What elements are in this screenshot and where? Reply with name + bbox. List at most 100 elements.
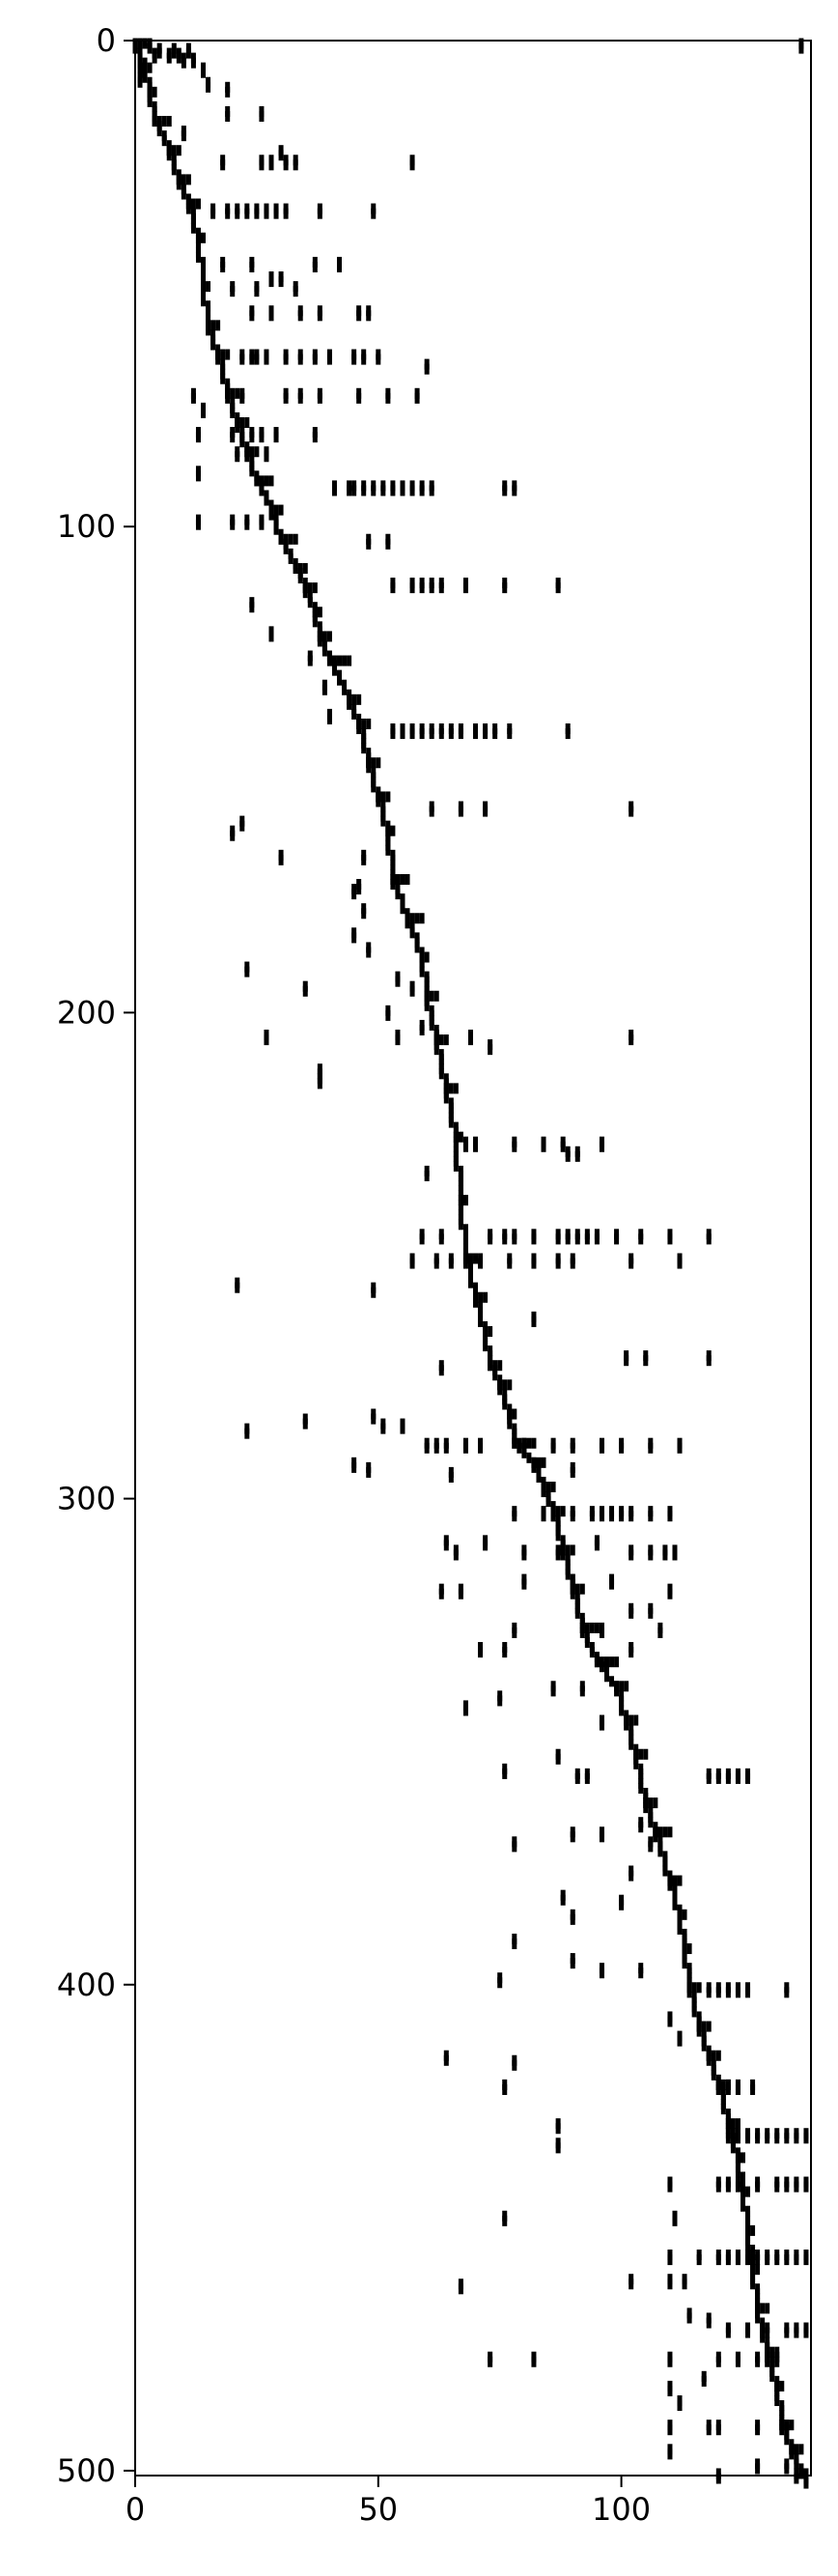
diagonal-nonzero	[526, 1452, 532, 1463]
nonzero-mark	[628, 1258, 634, 1269]
diagonal-nonzero	[798, 2444, 804, 2455]
nonzero-mark	[715, 2181, 721, 2193]
diagonal-nonzero	[380, 815, 386, 827]
diagonal-nonzero	[230, 407, 236, 418]
diagonal-nonzero	[225, 387, 231, 399]
diagonal-nonzero	[278, 533, 284, 545]
nonzero-mark	[745, 1772, 751, 1784]
nonzero-mark	[448, 728, 454, 740]
diagonal-nonzero	[653, 1826, 658, 1838]
nonzero-mark	[424, 1442, 430, 1454]
nonzero-mark	[502, 1647, 508, 1658]
nonzero-mark	[419, 485, 425, 496]
diagonal-nonzero	[662, 1865, 668, 1877]
diagonal-nonzero	[774, 2380, 780, 2392]
diagonal-nonzero	[677, 1875, 683, 1886]
nonzero-mark	[371, 1287, 377, 1298]
nonzero-mark	[438, 1588, 444, 1599]
nonzero-mark	[574, 1150, 580, 1162]
nonzero-mark	[706, 1987, 712, 1998]
nonzero-mark	[273, 208, 279, 219]
diagonal-nonzero	[438, 1034, 444, 1046]
nonzero-mark	[745, 1987, 751, 1998]
nonzero-mark	[570, 1578, 575, 1590]
nonzero-mark	[735, 2083, 740, 2095]
nonzero-mark	[774, 2254, 780, 2266]
diagonal-nonzero	[701, 2040, 707, 2052]
nonzero-mark	[244, 208, 250, 219]
nonzero-mark	[648, 1841, 654, 1853]
nonzero-mark	[531, 1233, 537, 1245]
diagonal-nonzero	[555, 1506, 561, 1517]
diagonal-nonzero	[312, 582, 318, 594]
diagonal-nonzero	[735, 2152, 740, 2164]
diagonal-nonzero	[424, 951, 430, 963]
nonzero-mark	[317, 208, 322, 219]
nonzero-mark	[419, 1024, 425, 1036]
diagonal-nonzero	[385, 825, 391, 836]
diagonal-nonzero	[667, 1826, 673, 1838]
nonzero-mark	[706, 1772, 712, 1784]
nonzero-mark	[555, 1258, 561, 1269]
diagonal-nonzero	[725, 2118, 731, 2130]
nonzero-mark	[230, 286, 236, 297]
nonzero-mark	[443, 2054, 449, 2066]
nonzero-mark	[429, 485, 434, 496]
diagonal-nonzero	[715, 2050, 721, 2061]
diagonal-nonzero	[201, 232, 206, 243]
nonzero-mark	[715, 1987, 721, 1998]
nonzero-mark	[570, 1958, 575, 1969]
diagonal-nonzero	[779, 2380, 785, 2392]
nonzero-mark	[268, 310, 274, 322]
diagonal-nonzero	[730, 2118, 736, 2130]
nonzero-mark	[662, 1549, 668, 1561]
diagonal-nonzero	[264, 495, 269, 506]
nonzero-mark	[677, 1258, 683, 1269]
nonzero-mark	[185, 47, 191, 59]
diagonal-nonzero	[579, 1583, 585, 1595]
nonzero-mark	[488, 2356, 493, 2367]
diagonal-nonzero	[789, 2420, 795, 2431]
nonzero-mark	[735, 1772, 740, 1784]
diagonal-nonzero	[321, 645, 327, 657]
diagonal-nonzero	[147, 96, 153, 107]
nonzero-mark	[380, 485, 386, 496]
nonzero-mark	[244, 519, 250, 530]
nonzero-mark	[293, 286, 298, 297]
diagonal-nonzero	[483, 1341, 489, 1352]
diagonal-nonzero	[691, 2006, 697, 2018]
diagonal-nonzero	[789, 2444, 795, 2455]
diagonal-nonzero	[526, 1437, 532, 1449]
diagonal-nonzero	[686, 1943, 692, 1955]
diagonal-nonzero	[147, 86, 153, 98]
nonzero-mark	[429, 582, 434, 594]
diagonal-nonzero	[288, 533, 293, 545]
nonzero-mark	[478, 1442, 484, 1454]
nonzero-mark	[560, 1894, 566, 1906]
nonzero-mark	[356, 392, 362, 404]
nonzero-mark	[264, 354, 269, 365]
diagonal-nonzero	[769, 2370, 775, 2382]
diagonal-nonzero	[152, 86, 157, 98]
nonzero-mark	[488, 1233, 493, 1245]
nonzero-mark	[706, 2424, 712, 2436]
y-tick-label: 200	[57, 994, 116, 1031]
diagonal-nonzero	[603, 1671, 609, 1683]
diagonal-nonzero	[740, 2152, 745, 2164]
diagonal-nonzero	[560, 1506, 566, 1517]
diagonal-nonzero	[268, 475, 274, 487]
nonzero-mark	[443, 1540, 449, 1551]
nonzero-mark	[220, 159, 226, 171]
nonzero-mark	[638, 1967, 644, 1979]
diagonal-nonzero	[507, 1418, 513, 1430]
diagonal-nonzero	[628, 1714, 634, 1726]
diagonal-nonzero	[735, 2118, 740, 2130]
nonzero-mark	[206, 81, 211, 93]
nonzero-mark	[803, 2254, 809, 2266]
nonzero-mark	[798, 42, 804, 54]
nonzero-mark	[473, 1141, 479, 1152]
diagonal-nonzero	[264, 475, 269, 487]
diagonal-nonzero	[570, 1544, 575, 1556]
nonzero-mark	[794, 2473, 799, 2484]
nonzero-mark	[774, 2133, 780, 2144]
